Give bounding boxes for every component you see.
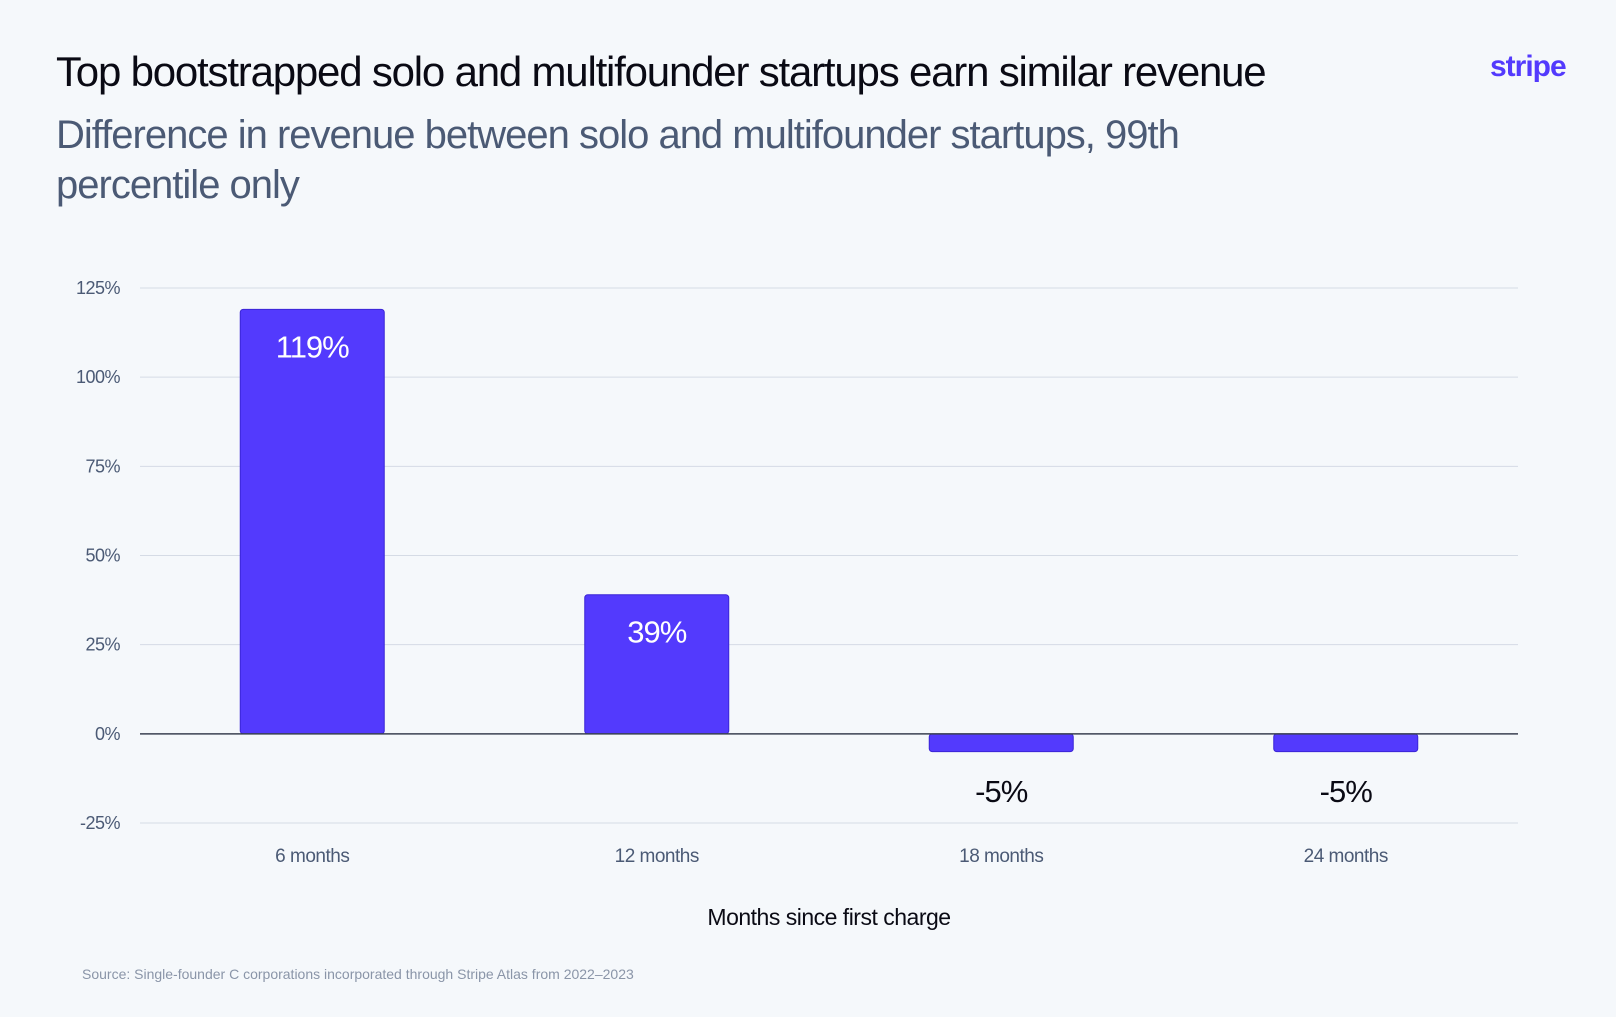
source-note: Source: Single-founder C corporations in… [82,966,634,982]
y-tick-label: 100% [76,367,121,387]
y-tick-label: -25% [80,813,121,833]
bar [928,733,1074,753]
y-tick-label: 0% [95,724,121,744]
x-tick-label: 12 months [615,846,699,867]
y-tick-label: 25% [85,635,120,655]
data-label: -5% [1320,774,1373,809]
bar [239,308,385,735]
chart-subtitle: Difference in revenue between solo and m… [56,113,1180,207]
x-tick-label: 6 months [275,846,349,867]
y-tick-label: 125% [76,278,121,298]
y-tick-label: 50% [85,546,120,566]
chart-title: Top bootstrapped solo and multifounder s… [56,48,1267,95]
y-tick-label: 75% [85,456,120,476]
data-label: 119% [276,329,349,364]
data-label: 39% [627,615,686,650]
x-tick-label: 24 months [1304,846,1388,867]
stripe-logo: stripe [1490,50,1567,83]
bar [1273,733,1419,753]
data-label: -5% [975,774,1028,809]
x-tick-label: 18 months [959,846,1043,867]
x-axis-title: Months since first charge [707,904,950,930]
